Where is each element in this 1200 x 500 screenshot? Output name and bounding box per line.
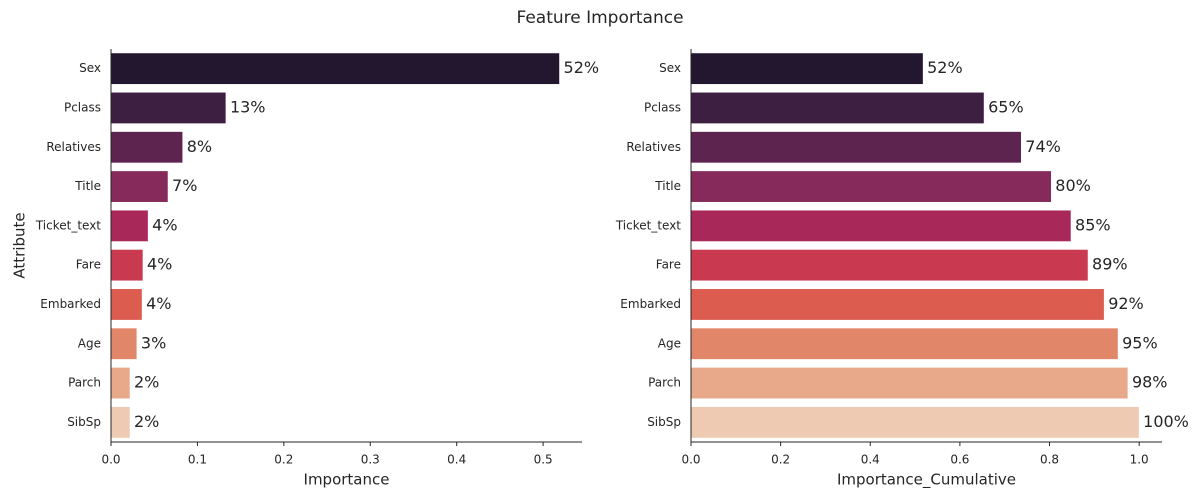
value-label: 95% <box>1122 333 1158 352</box>
y-tick-label: Ticket_text <box>35 218 101 232</box>
y-tick-label: Pclass <box>64 100 101 114</box>
y-tick-label: Embarked <box>620 297 681 311</box>
value-label: 92% <box>1108 294 1144 313</box>
value-label: 52% <box>564 58 600 77</box>
bar <box>110 249 144 282</box>
x-tick-label: 0.2 <box>274 453 293 467</box>
x-tick-label: 0.3 <box>361 453 380 467</box>
figure-title: Feature Importance <box>516 8 683 28</box>
x-tick-label: 0.5 <box>534 453 553 467</box>
bar <box>690 406 1140 439</box>
y-tick-label: Sex <box>659 61 681 75</box>
bar <box>110 52 560 85</box>
value-label: 4% <box>147 255 172 274</box>
bar <box>110 209 149 242</box>
y-tick-label: Parch <box>648 376 681 390</box>
bar <box>690 91 985 124</box>
y-tick-label: Fare <box>656 258 681 272</box>
value-label: 3% <box>141 333 166 352</box>
bar <box>110 327 138 360</box>
y-tick-label: SibSp <box>67 415 101 429</box>
bar <box>110 91 227 124</box>
y-tick-label: Relatives <box>46 140 101 154</box>
y-tick-label: Age <box>78 336 101 350</box>
bar <box>110 406 131 439</box>
value-label: 4% <box>146 294 171 313</box>
y-tick-label: Title <box>74 179 101 193</box>
y-tick-label: Fare <box>76 258 101 272</box>
bar <box>690 131 1022 164</box>
bar <box>110 131 184 164</box>
bar <box>690 52 924 85</box>
value-label: 85% <box>1075 215 1111 234</box>
x-tick-label: 0.4 <box>861 453 880 467</box>
x-tick-label: 0.1 <box>188 453 207 467</box>
x-tick-label: 0.6 <box>950 453 969 467</box>
y-tick-label: Relatives <box>626 140 681 154</box>
value-label: 2% <box>134 412 159 431</box>
value-label: 80% <box>1055 176 1091 195</box>
bar <box>690 367 1129 400</box>
y-tick-label: Pclass <box>644 100 681 114</box>
x-tick-label: 0.8 <box>1040 453 1059 467</box>
y-axis-label: Attribute <box>11 212 29 278</box>
bar <box>110 288 143 321</box>
value-label: 89% <box>1092 255 1128 274</box>
bar <box>690 170 1052 203</box>
y-tick-label: Age <box>658 336 681 350</box>
bar <box>690 209 1072 242</box>
y-tick-label: SibSp <box>647 415 681 429</box>
value-label: 65% <box>988 97 1024 116</box>
bar <box>690 288 1105 321</box>
value-label: 4% <box>152 215 177 234</box>
y-tick-label: Parch <box>68 376 101 390</box>
x-axis-label: Importance <box>304 471 390 489</box>
bar <box>690 327 1119 360</box>
bar <box>110 170 169 203</box>
x-axis-label: Importance_Cumulative <box>837 471 1016 490</box>
x-tick-label: 1.0 <box>1130 453 1149 467</box>
x-tick-label: 0.2 <box>771 453 790 467</box>
value-label: 98% <box>1132 373 1168 392</box>
bar <box>110 367 131 400</box>
value-label: 13% <box>230 97 266 116</box>
bar <box>690 249 1089 282</box>
value-label: 100% <box>1143 412 1189 431</box>
x-tick-label: 0.0 <box>101 453 120 467</box>
value-label: 52% <box>927 58 963 77</box>
y-tick-label: Sex <box>79 61 101 75</box>
y-tick-label: Embarked <box>40 297 101 311</box>
value-label: 74% <box>1025 137 1061 156</box>
x-tick-label: 0.0 <box>681 453 700 467</box>
value-label: 2% <box>134 373 159 392</box>
y-tick-label: Title <box>654 179 681 193</box>
value-label: 8% <box>187 137 212 156</box>
value-label: 7% <box>172 176 197 195</box>
y-tick-label: Ticket_text <box>615 218 681 232</box>
x-tick-label: 0.4 <box>447 453 466 467</box>
